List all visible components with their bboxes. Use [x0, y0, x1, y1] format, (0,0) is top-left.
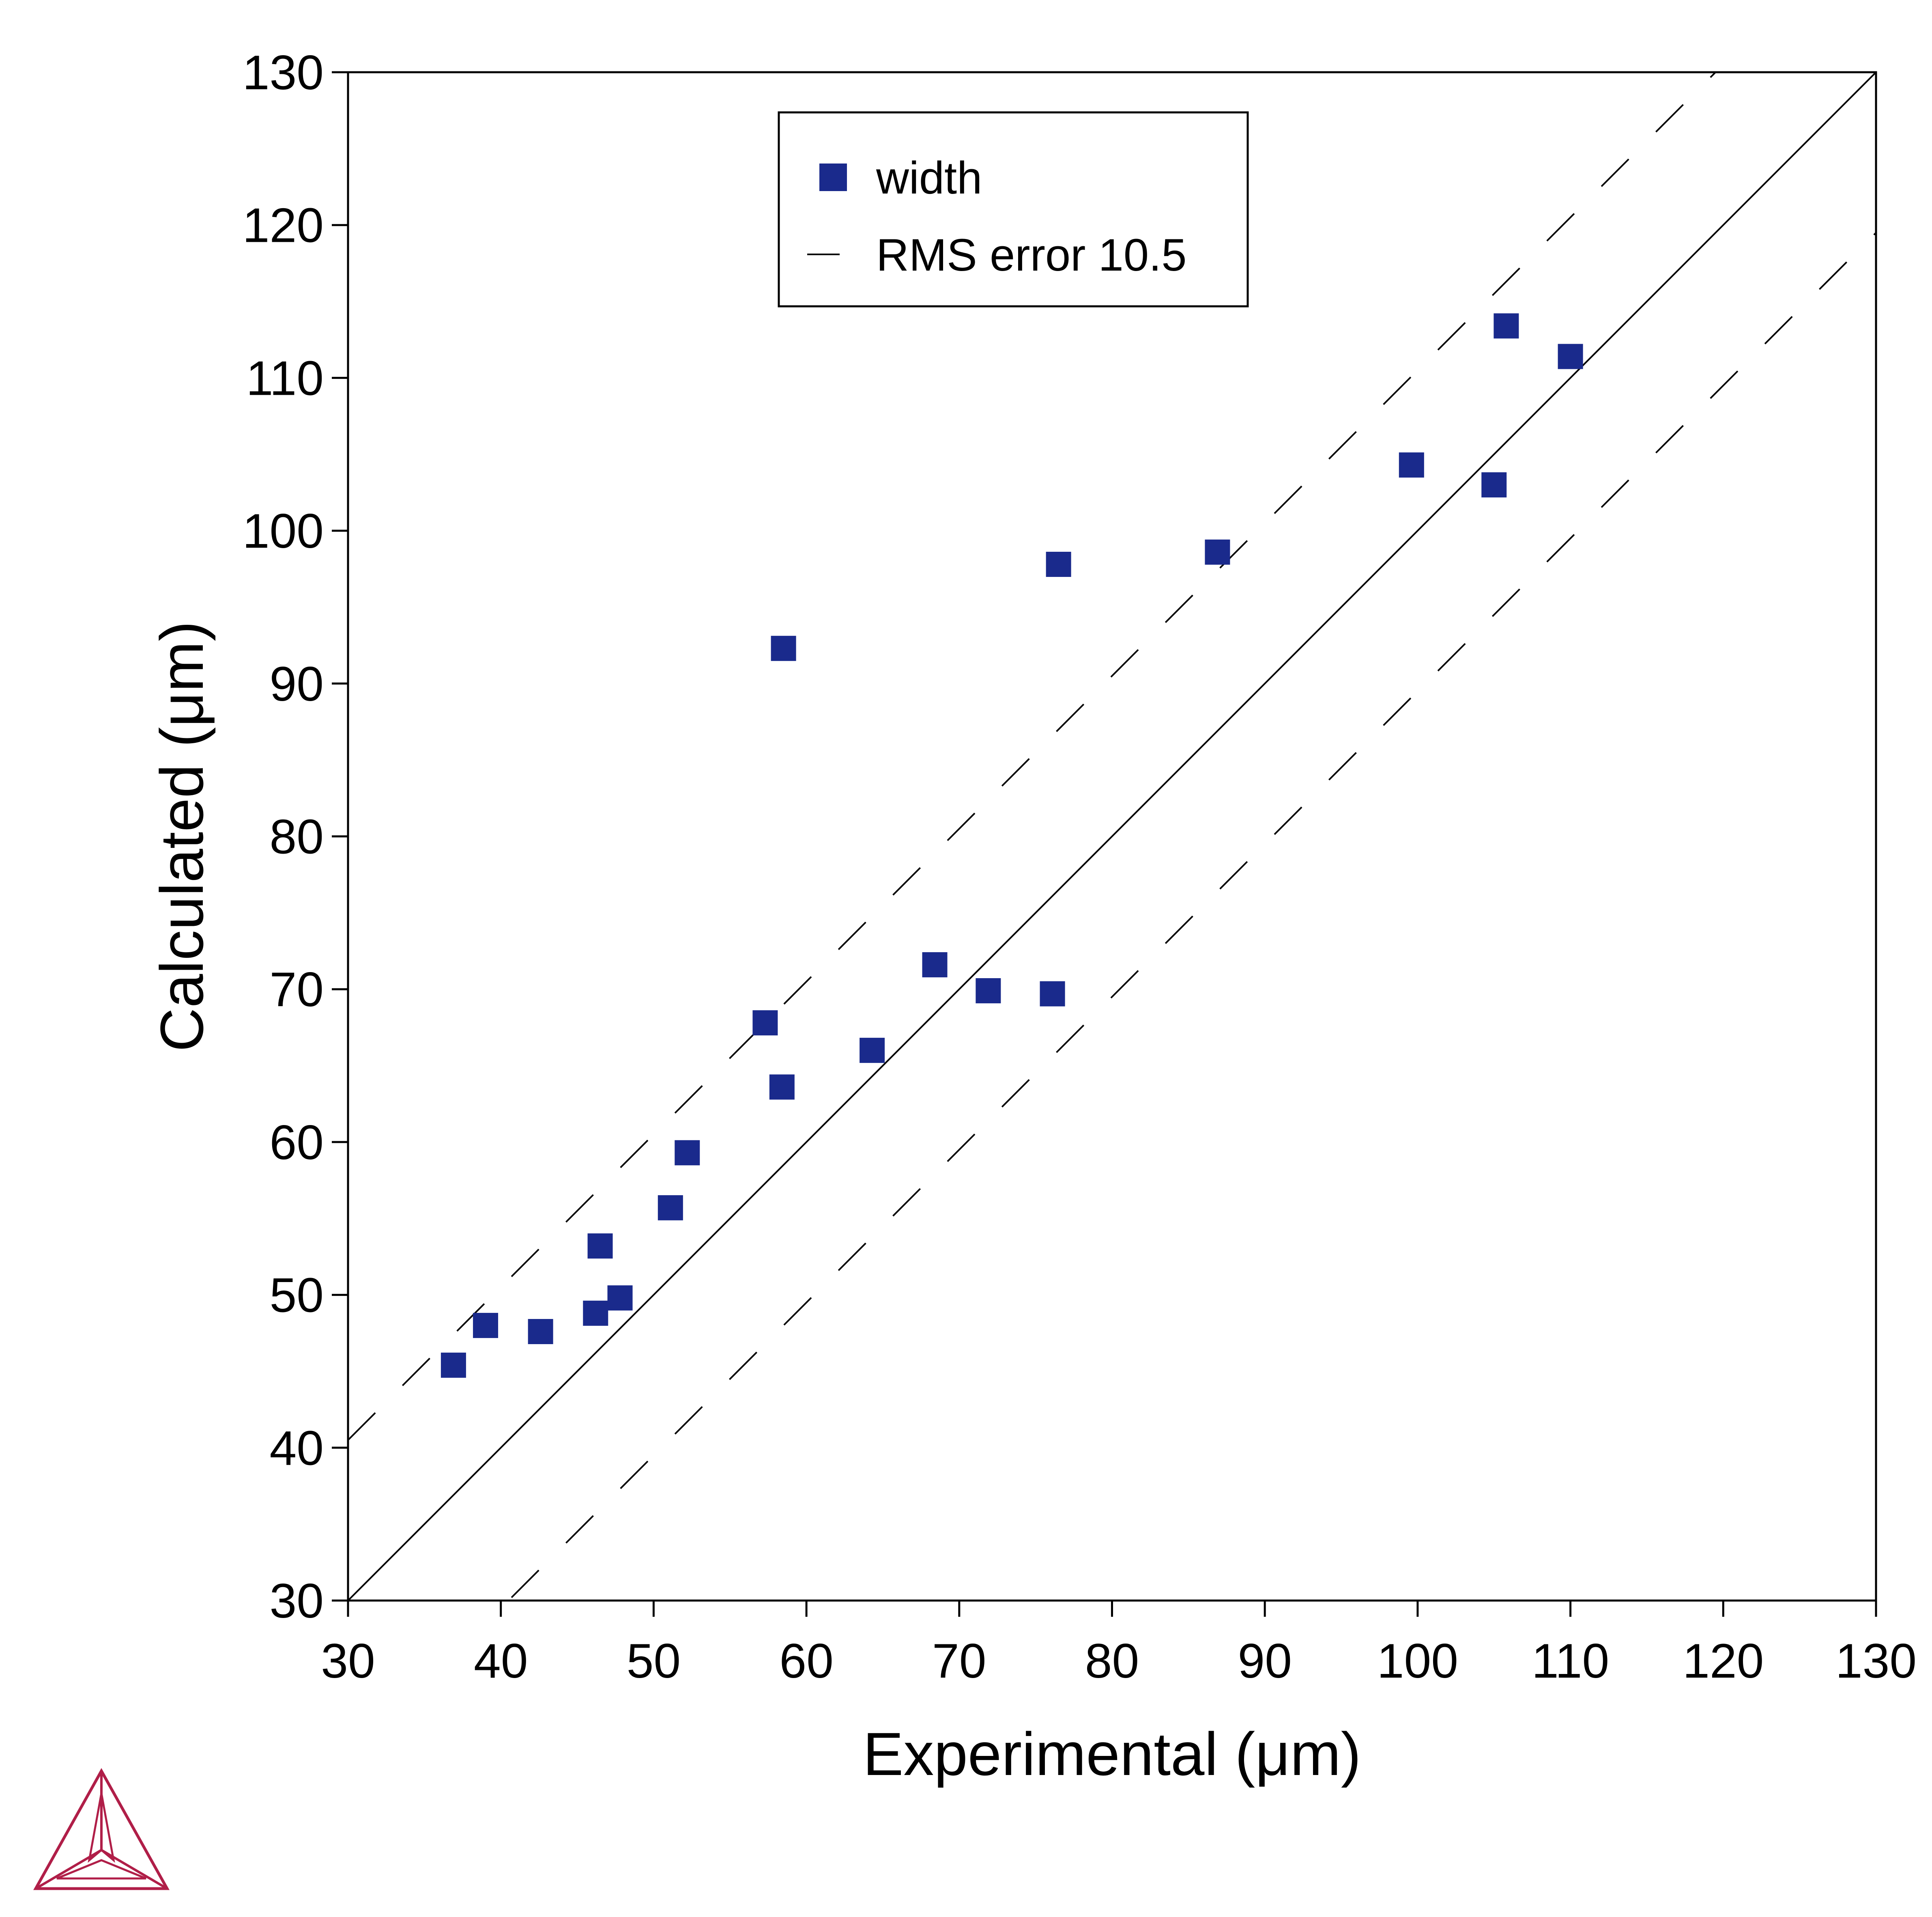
y-tick-label: 110	[246, 351, 324, 405]
legend-swatch-square	[819, 164, 847, 191]
data-point	[771, 636, 796, 661]
data-point	[1481, 472, 1507, 498]
data-point	[587, 1233, 613, 1259]
x-tick-label: 30	[321, 1634, 375, 1688]
data-point	[1494, 313, 1519, 339]
y-tick-label: 60	[270, 1115, 324, 1170]
y-tick-label: 30	[270, 1574, 324, 1628]
triangle-logo-icon	[33, 1768, 170, 1890]
data-point	[976, 978, 1001, 1003]
x-tick-label: 120	[1683, 1634, 1764, 1688]
data-point	[658, 1195, 683, 1220]
data-point	[607, 1285, 633, 1311]
data-point	[675, 1140, 700, 1166]
x-tick-label: 60	[779, 1634, 833, 1688]
x-tick-label: 110	[1532, 1634, 1609, 1688]
x-tick-label: 50	[627, 1634, 681, 1688]
x-tick-label: 80	[1085, 1634, 1139, 1688]
logo-inner	[88, 1793, 115, 1863]
y-tick-label: 90	[270, 657, 324, 711]
data-point	[1399, 452, 1424, 478]
data-point	[1205, 539, 1230, 565]
x-axis-title: Experimental (μm)	[863, 1720, 1361, 1788]
y-tick-label: 80	[270, 810, 324, 864]
data-point	[752, 1010, 778, 1036]
y-tick-label: 120	[243, 198, 324, 253]
data-point	[583, 1300, 608, 1326]
reference-lines	[348, 72, 1876, 1601]
data-point	[441, 1352, 466, 1378]
y-tick-label: 130	[243, 45, 324, 100]
x-tick-label: 130	[1835, 1634, 1917, 1688]
legend: width RMS error 10.5	[778, 111, 1249, 308]
data-point	[473, 1312, 499, 1338]
x-tick-label: 40	[474, 1634, 528, 1688]
data-point	[922, 952, 948, 977]
rms-error-line	[348, 72, 1717, 1441]
y-tick-label: 50	[270, 1268, 324, 1323]
y-tick-label: 70	[270, 962, 324, 1017]
legend-box	[778, 111, 1249, 308]
data-point	[1040, 981, 1065, 1007]
identity-line	[348, 72, 1876, 1601]
legend-label: width	[876, 153, 982, 203]
data-point	[860, 1037, 885, 1063]
x-tick-label: 100	[1377, 1634, 1458, 1688]
data-point	[1046, 551, 1071, 577]
rms-error-line	[507, 232, 1876, 1601]
data-point	[528, 1319, 553, 1345]
data-point	[1558, 344, 1583, 369]
y-tick-label: 40	[270, 1421, 324, 1475]
data-points	[441, 313, 1583, 1378]
axes: 30 40 50 60 70 80 90 100 110 120 130 30 40 50 60 70 80 90…	[243, 45, 1917, 1688]
y-tick-label: 100	[243, 504, 324, 558]
data-point	[769, 1074, 795, 1100]
y-axis-title: Calculated (μm)	[148, 621, 216, 1052]
legend-label: RMS error 10.5	[876, 230, 1187, 280]
logo-outline	[33, 1768, 170, 1890]
x-tick-label: 70	[932, 1634, 986, 1688]
x-tick-label: 90	[1238, 1634, 1292, 1688]
logo-inner	[56, 1859, 146, 1880]
